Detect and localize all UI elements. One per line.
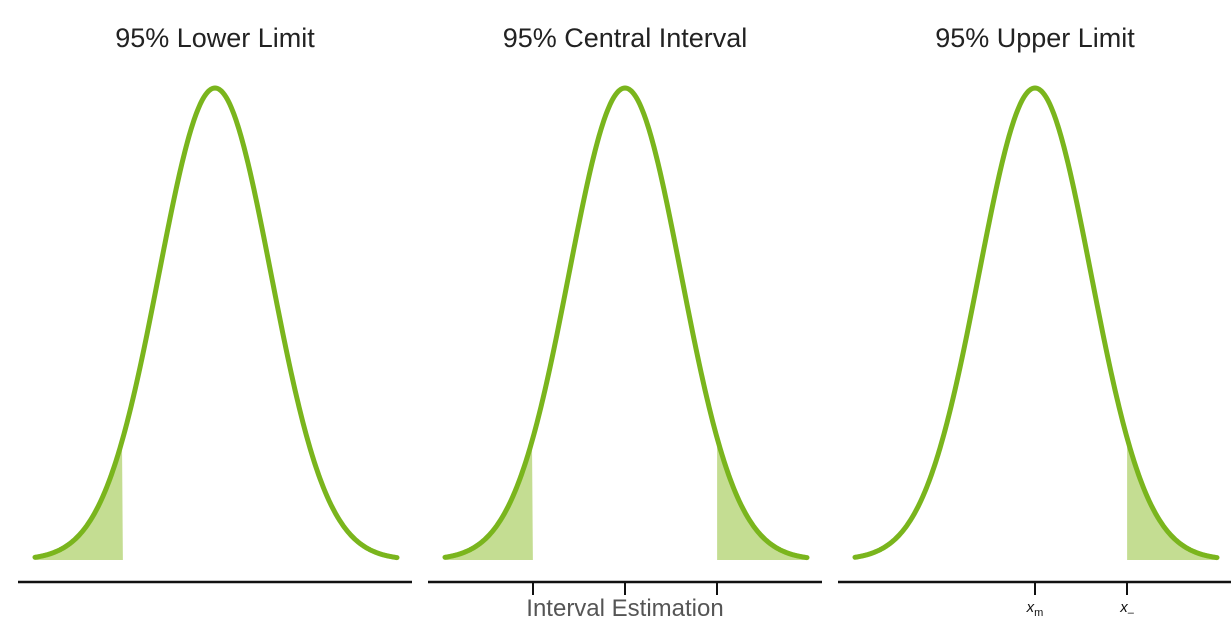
tick-labels: xm x–: [1026, 599, 1135, 619]
shaded-tail-right: [717, 438, 807, 560]
distribution-curve-group: [32, 85, 400, 561]
panel-title: 95% Central Interval: [503, 23, 748, 53]
tick-marks: [532, 582, 718, 595]
tick-label-center: xm: [1026, 599, 1044, 619]
distribution-curve: [32, 85, 400, 561]
shaded-tail-left: [445, 441, 533, 560]
distribution-curve: [852, 85, 1220, 561]
distribution-curve-group: [852, 85, 1220, 561]
panel-central-interval: 95% Central Interval: [428, 23, 822, 595]
distribution-curve-group: [442, 85, 810, 561]
diagram-caption: Interval Estimation: [526, 595, 723, 622]
tick-marks: [1034, 582, 1128, 595]
shaded-tail-left: [35, 441, 123, 560]
shaded-tail-right: [1127, 438, 1217, 560]
panel-title: 95% Lower Limit: [115, 23, 315, 53]
panel-lower-limit: 95% Lower Limit: [18, 23, 412, 584]
panel-upper-limit: 95% Upper Limit xm x–: [838, 23, 1231, 619]
tick-label-upper: x–: [1119, 599, 1135, 619]
distribution-curve: [442, 85, 810, 561]
panel-title: 95% Upper Limit: [935, 23, 1135, 53]
